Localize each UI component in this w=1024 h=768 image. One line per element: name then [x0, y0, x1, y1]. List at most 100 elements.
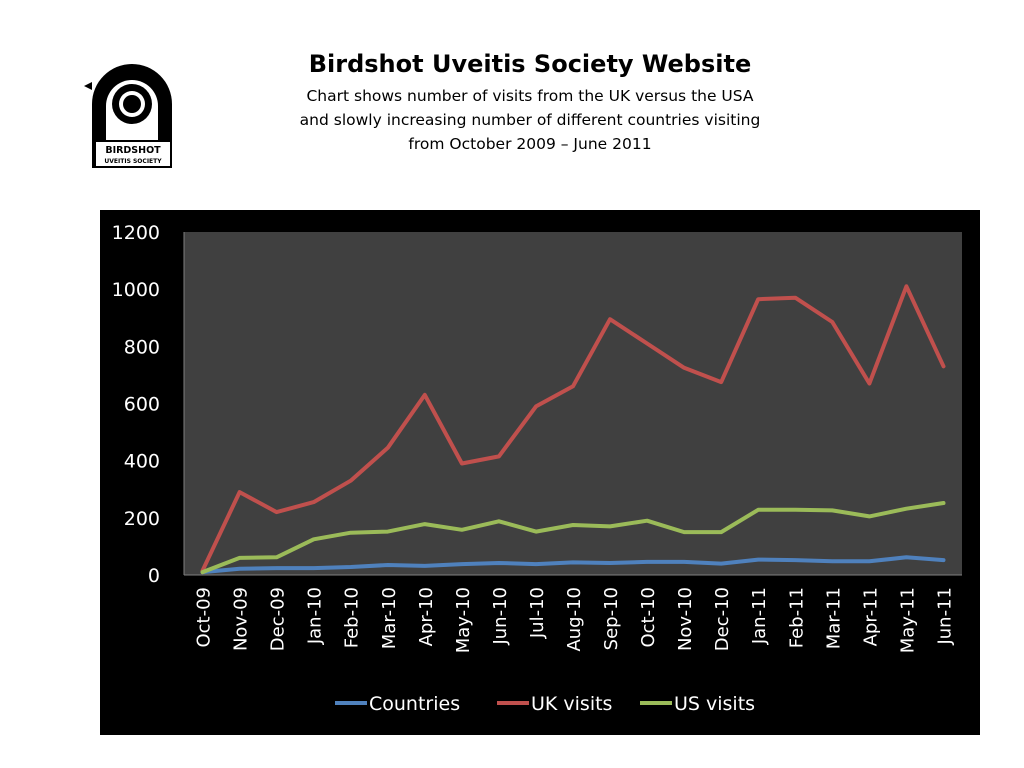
data-point — [941, 364, 946, 368]
data-point — [312, 566, 316, 570]
y-tick-label: 200 — [124, 508, 160, 530]
x-tick-label: Jan-10 — [305, 587, 326, 645]
data-point — [793, 296, 797, 300]
data-point — [904, 507, 909, 511]
subtitle-line-3: from October 2009 – June 2011 — [408, 135, 652, 153]
data-point — [386, 529, 390, 534]
data-point — [830, 508, 834, 513]
data-point — [497, 454, 501, 458]
data-point — [460, 461, 464, 466]
legend-label: US visits — [674, 693, 755, 715]
x-tick-label: Jun-10 — [490, 587, 511, 646]
data-point — [312, 537, 316, 541]
data-point — [645, 341, 649, 346]
data-point — [793, 508, 797, 512]
x-tick-label: Jan-11 — [749, 587, 770, 645]
data-point — [756, 557, 760, 562]
y-tick-label: 1200 — [112, 222, 160, 244]
data-point — [460, 562, 464, 566]
data-point — [386, 563, 390, 567]
header: Birdshot Uveitis Society Website Chart s… — [230, 50, 830, 156]
data-point — [571, 560, 575, 565]
data-point — [608, 561, 612, 565]
y-tick-label: 1000 — [112, 279, 160, 301]
data-point — [904, 284, 909, 288]
data-point — [460, 528, 464, 532]
x-tick-label: Mar-10 — [379, 587, 400, 649]
page-title: Birdshot Uveitis Society Website — [308, 50, 752, 78]
data-point — [682, 560, 686, 564]
data-point — [793, 558, 797, 562]
x-tick-label: Apr-10 — [416, 587, 437, 646]
x-tick-label: Sep-10 — [601, 587, 622, 650]
data-point — [200, 570, 205, 574]
data-point — [237, 490, 242, 494]
data-point — [275, 566, 279, 570]
data-point — [423, 564, 427, 568]
data-point — [904, 555, 909, 559]
y-tick-label: 800 — [124, 336, 160, 358]
x-tick-label: Dec-09 — [268, 587, 289, 651]
x-tick-label: Nov-09 — [231, 587, 252, 651]
line-chart: 0 200 400 600 800 1000 1200 Oct-09 Nov-09 Dec-09 J… — [112, 222, 962, 715]
data-point — [423, 522, 427, 526]
data-point — [275, 510, 279, 514]
data-point — [719, 530, 723, 534]
data-point — [645, 560, 649, 564]
x-tick-label: Mar-11 — [823, 587, 844, 649]
data-point — [497, 561, 501, 565]
data-point — [645, 519, 649, 523]
data-point — [237, 556, 242, 560]
data-point — [534, 529, 538, 534]
data-point — [608, 317, 612, 321]
legend-label: UK visits — [531, 693, 612, 715]
x-tick-label: Jun-11 — [934, 587, 955, 646]
logo-text-line2: UVEITIS SOCIETY — [104, 158, 162, 165]
data-point — [941, 501, 946, 505]
data-point — [719, 561, 723, 566]
x-tick-label: Jul-10 — [527, 587, 548, 639]
x-tick-label: May-11 — [897, 587, 918, 653]
data-point — [830, 559, 834, 563]
x-tick-label: May-10 — [453, 587, 474, 653]
data-point — [608, 524, 612, 529]
data-point — [571, 523, 575, 527]
data-point — [349, 531, 353, 535]
y-tick-label: 600 — [124, 394, 160, 416]
x-tick-label: Feb-10 — [342, 587, 363, 648]
data-point — [534, 562, 538, 566]
data-point — [867, 514, 871, 519]
subtitle-line-2: and slowly increasing number of differen… — [299, 111, 761, 129]
subtitle-line-1: Chart shows number of visits from the UK… — [306, 87, 754, 105]
legend-label: Countries — [369, 693, 460, 715]
data-point — [349, 479, 353, 483]
data-point — [867, 559, 871, 563]
data-point — [349, 565, 353, 569]
x-tick-label: Dec-10 — [712, 587, 733, 651]
x-tick-label: Oct-10 — [638, 587, 659, 648]
data-point — [756, 508, 760, 512]
data-point — [275, 555, 279, 559]
x-tick-label: Nov-10 — [675, 587, 696, 651]
data-point — [534, 404, 538, 408]
data-point — [756, 297, 760, 301]
birdshot-logo: BIRDSHOT UVEITIS SOCIETY — [84, 64, 172, 168]
data-point — [830, 320, 834, 324]
x-tick-label: Oct-09 — [194, 587, 215, 648]
x-tick-label: Aug-10 — [564, 587, 585, 652]
data-point — [682, 530, 686, 534]
y-tick-label: 400 — [124, 451, 160, 473]
y-tick-label: 0 — [148, 565, 160, 587]
data-point — [941, 558, 946, 562]
data-point — [312, 500, 316, 504]
data-point — [386, 446, 390, 450]
x-tick-label: Feb-11 — [786, 587, 807, 648]
data-point — [682, 366, 686, 370]
data-point — [237, 567, 242, 571]
data-point — [497, 519, 501, 523]
data-point — [571, 384, 575, 388]
plot-area — [184, 232, 962, 575]
chart-frame: 0 200 400 600 800 1000 1200 Oct-09 Nov-09 Dec-09 J… — [100, 210, 980, 735]
x-tick-label: Apr-11 — [860, 587, 881, 646]
logo-text-line1: BIRDSHOT — [105, 145, 161, 156]
